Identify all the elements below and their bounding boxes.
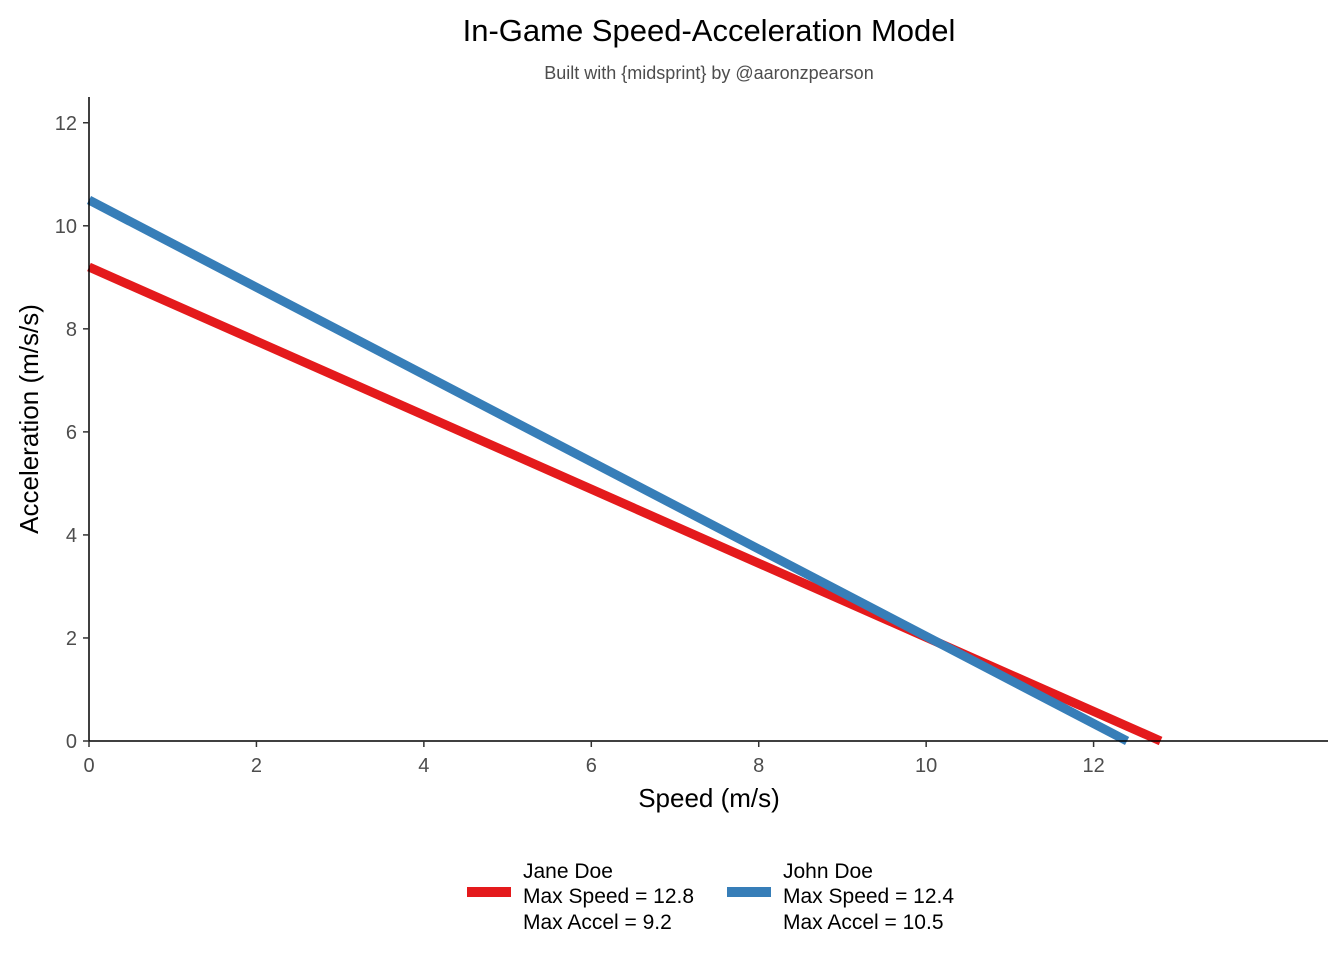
x-tick-label: 12 [1082,755,1104,777]
legend-label-line: Max Speed = 12.4 [783,885,954,908]
y-tick-label: 8 [66,319,77,341]
legend-label-line: Jane Doe [523,860,613,883]
x-tick-label: 0 [83,755,94,777]
x-tick-label: 8 [753,755,764,777]
y-tick-label: 4 [66,525,77,547]
chart-title: In-Game Speed-Acceleration Model [463,13,956,48]
y-tick-label: 2 [66,628,77,650]
series-line-1 [86,196,1130,745]
legend-label-line: Max Accel = 10.5 [783,911,944,934]
y-tick-label: 12 [55,113,77,135]
x-axis-ticks: 0 2 4 6 8 10 12 [83,741,1105,777]
x-tick-label: 6 [586,755,597,777]
x-tick-label: 10 [915,755,937,777]
y-tick-label: 6 [66,422,77,444]
legend-key-1 [727,887,771,897]
legend-label-line: Max Speed = 12.8 [523,885,694,908]
series-layer [86,196,1163,746]
legend-key-0 [467,887,511,897]
y-axis-ticks: 0 2 4 6 8 10 12 [55,113,89,753]
x-tick-label: 4 [418,755,429,777]
x-tick-label: 2 [251,755,262,777]
legend-label-line: John Doe [783,860,873,883]
y-tick-label: 0 [66,731,77,753]
x-axis-title: Speed (m/s) [638,783,780,813]
legend-label-line: Max Accel = 9.2 [523,911,672,934]
y-tick-label: 10 [55,216,77,238]
chart-subtitle: Built with {midsprint} by @aaronzpearson [544,63,873,83]
y-axis-title: Acceleration (m/s/s) [14,304,44,534]
